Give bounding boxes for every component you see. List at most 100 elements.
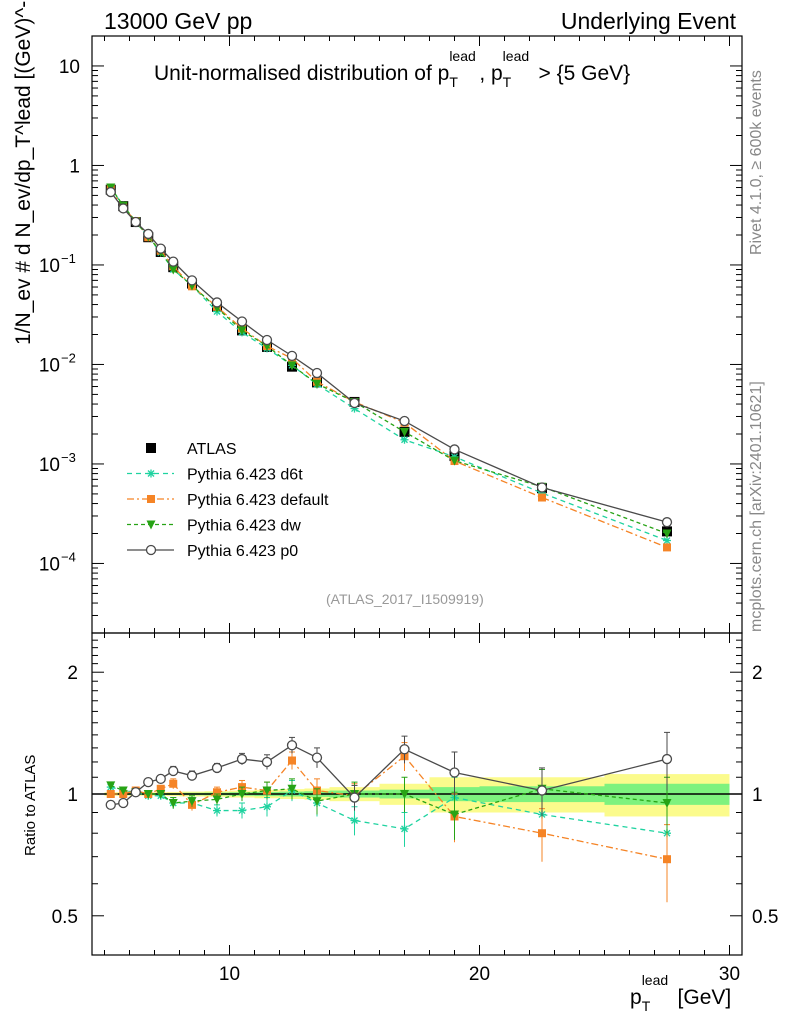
data-point-p0 — [236, 316, 248, 327]
y-tick-label: 10 — [39, 355, 60, 376]
ratio-point-p0 — [130, 787, 141, 798]
ratio-point-p0 — [261, 756, 273, 768]
ratio-point-dw — [187, 797, 197, 807]
legend-marker-dw — [146, 520, 156, 530]
series-line-dw — [110, 187, 668, 535]
data-point-p0 — [311, 367, 323, 379]
ratio-point-p0 — [349, 792, 360, 803]
data-point-p0 — [449, 444, 460, 455]
series-line-d6t — [110, 187, 668, 542]
data-point-p0 — [155, 243, 166, 254]
y-tick-exponent: −3 — [61, 450, 76, 465]
rivet-version-label: Rivet 4.1.0, ≥ 600k events — [748, 70, 765, 255]
analysis-id: (ATLAS_2017_I1509919) — [326, 591, 484, 607]
ratio-y-tick-label: 1 — [67, 785, 78, 806]
ratio-y-tick-label-right: 2 — [752, 663, 763, 684]
data-point-p0 — [143, 228, 154, 240]
main-y-axis-label: 1/N_ev # d N_ev/dp_T^lead [(GeV)^-1] — [12, 0, 35, 345]
ratio-point-default — [156, 784, 165, 793]
ratio-point-p0 — [186, 770, 198, 781]
ratio-line-default — [110, 755, 668, 860]
ratio-y-tick-label: 2 — [67, 663, 78, 684]
ratio-point-dw — [262, 786, 272, 796]
ratio-point-p0 — [536, 785, 548, 796]
ratio-point-dw — [156, 790, 166, 799]
y-tick-label: 10 — [39, 256, 60, 277]
ratio-point-d6t — [263, 802, 271, 811]
ratio-point-p0 — [399, 744, 410, 755]
y-tick-exponent: −1 — [61, 251, 76, 266]
ratio-point-p0 — [661, 753, 673, 765]
ratio-point-d6t — [350, 816, 359, 825]
y-tick-label: 1 — [69, 156, 80, 177]
data-point-p0 — [186, 275, 198, 286]
data-point-p0 — [286, 350, 298, 362]
ratio-point-dw — [143, 790, 153, 799]
ratio-y-tick-label-right: 1 — [752, 785, 763, 806]
data-point-dw — [168, 265, 178, 275]
data-point-dw — [450, 456, 459, 466]
y-tick-exponent: −4 — [61, 549, 76, 564]
data-point-default — [663, 543, 671, 552]
ratio-point-dw — [212, 795, 222, 805]
legend-label-d6t: Pythia 6.423 d6t — [187, 467, 303, 484]
data-point-p0 — [118, 203, 129, 214]
data-point-default — [538, 493, 546, 502]
y-tick-label: 10 — [59, 57, 80, 78]
ratio-y-tick-label: 0.5 — [52, 907, 78, 928]
legend-label-p0: Pythia 6.423 p0 — [187, 543, 298, 560]
legend-label-ATLAS: ATLAS — [187, 441, 237, 458]
ratio-point-default — [213, 788, 221, 797]
ratio-point-d6t — [213, 806, 221, 815]
ratio-point-default — [106, 790, 115, 798]
legend: ATLAS Pythia 6.423 d6t Pythia 6.423 defaul… — [127, 441, 329, 560]
legend-marker-ATLAS — [146, 443, 156, 453]
ratio-point-d6t — [400, 824, 409, 833]
ratio-point-p0 — [449, 767, 460, 778]
data-point-p0 — [399, 415, 410, 427]
ratio-point-dw — [312, 797, 322, 807]
header-left: 13000 GeV pp — [104, 8, 253, 34]
header-right: Underlying Event — [560, 8, 736, 34]
data-point-p0 — [105, 186, 116, 198]
ratio-point-dw — [287, 784, 297, 794]
ratio-point-default — [538, 829, 546, 838]
ratio-point-p0 — [286, 740, 298, 751]
main-plot-marks — [105, 183, 673, 552]
ratio-point-p0 — [118, 797, 129, 809]
data-point-dw — [662, 529, 672, 539]
data-point-p0 — [661, 517, 673, 528]
data-point-p0 — [168, 256, 179, 267]
x-axis-label: p lead T [GeV] — [630, 972, 732, 1014]
ratio-point-p0 — [105, 799, 116, 811]
ratio-point-p0 — [143, 776, 154, 788]
legend-marker-p0 — [145, 544, 157, 556]
data-point-p0 — [261, 334, 273, 346]
y-tick-label: 10 — [39, 554, 60, 575]
legend-label-default: Pythia 6.423 default — [187, 492, 329, 509]
ratio-y-tick-label-right: 0.5 — [752, 907, 778, 928]
data-point-p0 — [211, 297, 223, 308]
ratio-point-dw — [118, 786, 128, 796]
ratio-y-axis-label: Ratio to ATLAS — [22, 754, 39, 856]
x-tick-label: 20 — [469, 964, 490, 985]
data-point-dw — [400, 427, 409, 437]
mcplots-label: mcplots.cern.ch [arXiv:2401.10621] — [748, 381, 765, 632]
ratio-point-default — [663, 855, 671, 864]
ratio-point-p0 — [211, 762, 223, 774]
legend-label-dw: Pythia 6.423 dw — [187, 518, 301, 535]
ratio-point-p0 — [168, 765, 179, 777]
ratio-point-default — [169, 779, 178, 788]
ratio-point-p0 — [155, 773, 166, 785]
ratio-point-dw — [237, 790, 247, 799]
y-tick-exponent: −2 — [61, 350, 76, 365]
ratio-point-dw — [400, 790, 409, 799]
x-tick-label: 30 — [719, 964, 740, 985]
data-point-p0 — [130, 216, 141, 228]
ratio-point-dw — [662, 799, 672, 809]
chart-title: Unit-normalised distribution of p lead T, … — [154, 48, 631, 90]
legend-marker-default — [147, 495, 155, 503]
data-point-dw — [287, 361, 297, 371]
